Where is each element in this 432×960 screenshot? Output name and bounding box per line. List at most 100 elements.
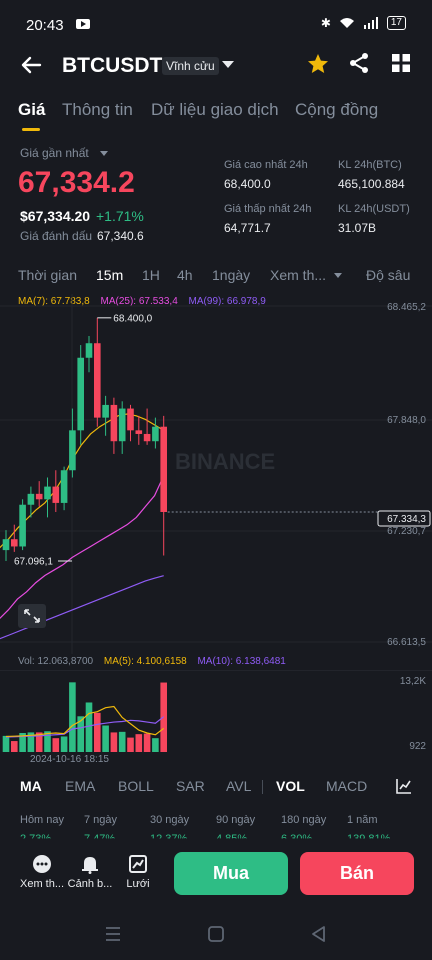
ma99-label: MA(99): 66.978,9 [188, 296, 266, 307]
candle-body [143, 433, 151, 442]
tf-more[interactable]: Xem th... [270, 267, 327, 283]
candle-body [160, 426, 167, 512]
perf-value: 7,47% [84, 833, 116, 845]
more-dots-icon [33, 855, 51, 873]
tab-info[interactable]: Thông tin [62, 100, 133, 119]
vol-usdt-value: 31.07B [338, 221, 377, 235]
high-24h-label: Giá cao nhất 24h [224, 159, 308, 171]
current-price-tag: 67.334,3 [377, 510, 431, 527]
favorite-star-icon[interactable] [306, 52, 330, 76]
candle-body [85, 343, 93, 358]
alert-button[interactable]: Cảnh b... [65, 854, 115, 890]
vol-ma5-line [5, 705, 165, 738]
volume-bar [127, 737, 134, 752]
pair-title[interactable]: BTCUSDT [62, 54, 163, 77]
y-axis-labels: 68.465,2 67.848,0 67.230,7 66.613,5 [387, 302, 426, 648]
home-icon[interactable] [207, 925, 225, 943]
vol-tick-top: 13,2K [400, 676, 426, 687]
ma99-line [0, 575, 164, 640]
fullscreen-icon[interactable] [18, 604, 46, 628]
timeframe-row: Thời gian 15m 1H 4h 1ngày Xem th... Độ s… [0, 262, 432, 292]
perf-label: 90 ngày [216, 814, 256, 826]
candle-body [19, 504, 26, 547]
high-marker-label: 68.400,0 [113, 313, 152, 324]
binance-watermark: BINANCE [175, 449, 275, 474]
tf-time[interactable]: Thời gian [18, 267, 77, 283]
candle-body [11, 539, 18, 547]
candle-body [152, 426, 159, 442]
last-price-label[interactable]: Giá gần nhất [20, 146, 89, 160]
ind-macd[interactable]: MACD [326, 778, 368, 794]
usd-price: $67,334.20 [20, 208, 91, 224]
volume-bar [19, 733, 26, 752]
buy-button[interactable]: Mua [174, 852, 288, 895]
grid-bot-icon [129, 855, 147, 873]
candlestick-chart[interactable]: BINANCE 68.465,2 67.848,0 67.230,7 66.61… [0, 294, 432, 654]
low-24h-value: 64,771.7 [224, 221, 271, 235]
volume-legend: Vol: 12.063,8700 MA(5): 4.100,6158 MA(10… [18, 656, 286, 667]
tab-bar: Giá Thông tin Dữ liệu giao dịch Cộng đồn… [0, 96, 432, 131]
contract-type-badge[interactable]: Vĩnh cửu [162, 57, 219, 75]
ma7-label: MA(7): 67.783,8 [18, 296, 90, 307]
battery-icon: 17 [386, 16, 406, 30]
ind-boll[interactable]: BOLL [118, 778, 154, 794]
ind-ma[interactable]: MA [20, 778, 42, 794]
recent-apps-icon[interactable] [104, 926, 122, 942]
candle-body [94, 343, 101, 418]
share-icon[interactable] [348, 52, 370, 74]
grid-lines [0, 294, 432, 654]
price-change-percent: +1.71% [96, 208, 144, 224]
volume-chart[interactable]: 13,2K 922 2024-10-16 18:15 [0, 670, 432, 766]
candle-body [102, 404, 109, 418]
more-button[interactable]: Xem th... [17, 854, 67, 890]
more-label: Xem th... [19, 878, 65, 890]
caret-down-icon[interactable] [334, 273, 342, 278]
high-low-markers: 68.400,0 67.096,1 [14, 313, 153, 567]
perf-label: 1 năm [347, 814, 378, 826]
ind-vol[interactable]: VOL [276, 778, 305, 794]
status-bar: 20:43 ✱ 17 [0, 0, 432, 48]
ind-ema[interactable]: EMA [65, 778, 96, 794]
perf-value: 4,85% [216, 833, 248, 845]
back-arrow-icon[interactable] [20, 54, 42, 76]
vol-tick-bottom: 922 [409, 741, 426, 752]
perf-label: 30 ngày [150, 814, 190, 826]
caret-down-icon[interactable] [100, 151, 108, 156]
volume-ma-lines [5, 705, 165, 738]
tab-trading-data[interactable]: Dữ liệu giao dịch [151, 100, 279, 119]
vol-ma10-label: MA(10): 6.138,6481 [197, 656, 286, 667]
chevron-down-icon[interactable] [222, 61, 234, 68]
candle-body [135, 430, 143, 434]
bottom-action-bar: Xem th... Cảnh b... Lưới Mua Bán [0, 840, 432, 908]
tab-price[interactable]: Giá [18, 100, 46, 119]
alert-label: Cảnh b... [67, 878, 113, 890]
tf-1h[interactable]: 1H [142, 267, 160, 283]
sell-button[interactable]: Bán [300, 852, 414, 895]
grid-label: Lưới [126, 878, 150, 890]
grid-trading-button[interactable]: Lưới [113, 854, 163, 890]
candle-body [69, 430, 76, 471]
volume-bar [118, 731, 126, 752]
volume-bar [11, 741, 18, 752]
low-marker-label: 67.096,1 [14, 557, 53, 568]
tf-15m[interactable]: 15m [96, 267, 124, 283]
grid-menu-icon[interactable] [392, 54, 410, 72]
candle-body [44, 486, 51, 500]
ma-legend: MA(7): 67.783,8 MA(25): 67.533,4 MA(99):… [18, 296, 266, 307]
tab-community[interactable]: Cộng đồng [295, 100, 379, 119]
vol-usdt-label: KL 24h(USDT) [338, 203, 410, 215]
tf-1d[interactable]: 1ngày [212, 267, 251, 283]
ma25-label: MA(25): 67.533,4 [100, 296, 178, 307]
chart-settings-icon[interactable] [396, 778, 412, 794]
tf-depth[interactable]: Độ sâu [366, 267, 411, 283]
high-24h-value: 68,400.0 [224, 177, 271, 191]
volume-bar [110, 732, 118, 752]
back-nav-icon[interactable] [310, 925, 326, 943]
volume-bar [94, 712, 101, 752]
ind-sar[interactable]: SAR [176, 778, 205, 794]
candle-body [118, 408, 126, 442]
tf-4h[interactable]: 4h [177, 267, 193, 283]
candle-body [127, 408, 134, 431]
ind-avl[interactable]: AVL [226, 778, 252, 794]
volume-bar [77, 716, 84, 752]
